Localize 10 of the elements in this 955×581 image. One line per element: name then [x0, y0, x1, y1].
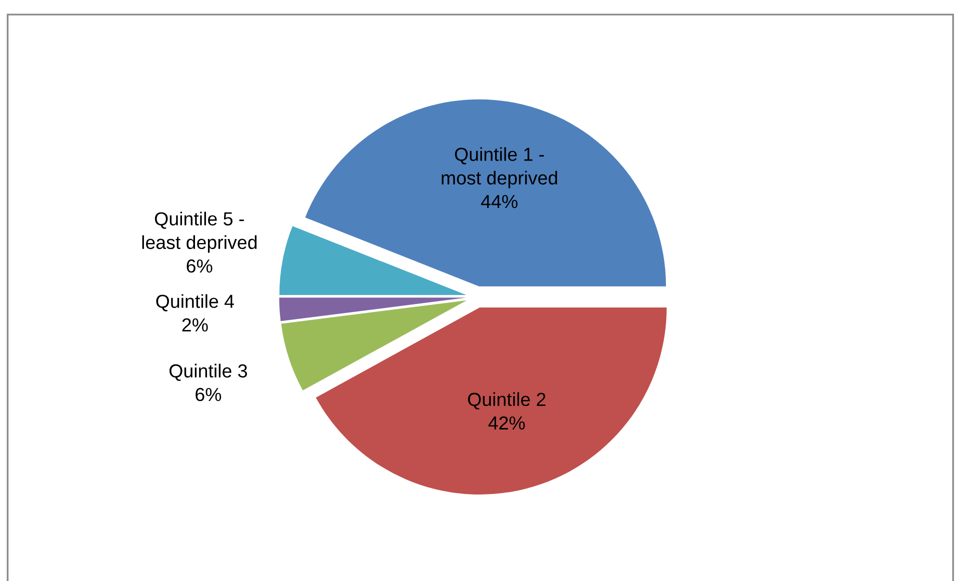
- data-label: 6%: [196, 388, 222, 402]
- data-label: 44%: [481, 194, 518, 208]
- slice-label: Quintile 2: [468, 392, 546, 410]
- slice-label: Quintile 1 - most deprived: [442, 147, 558, 188]
- data-label: 6%: [186, 259, 212, 273]
- data-label: 42%: [488, 416, 525, 430]
- slice-label: Quintile 3: [170, 364, 248, 381]
- data-label: 2%: [182, 318, 208, 332]
- slice-label: Quintile 5 - least deprived: [142, 212, 257, 253]
- slice-label: Quintile 4: [156, 294, 234, 312]
